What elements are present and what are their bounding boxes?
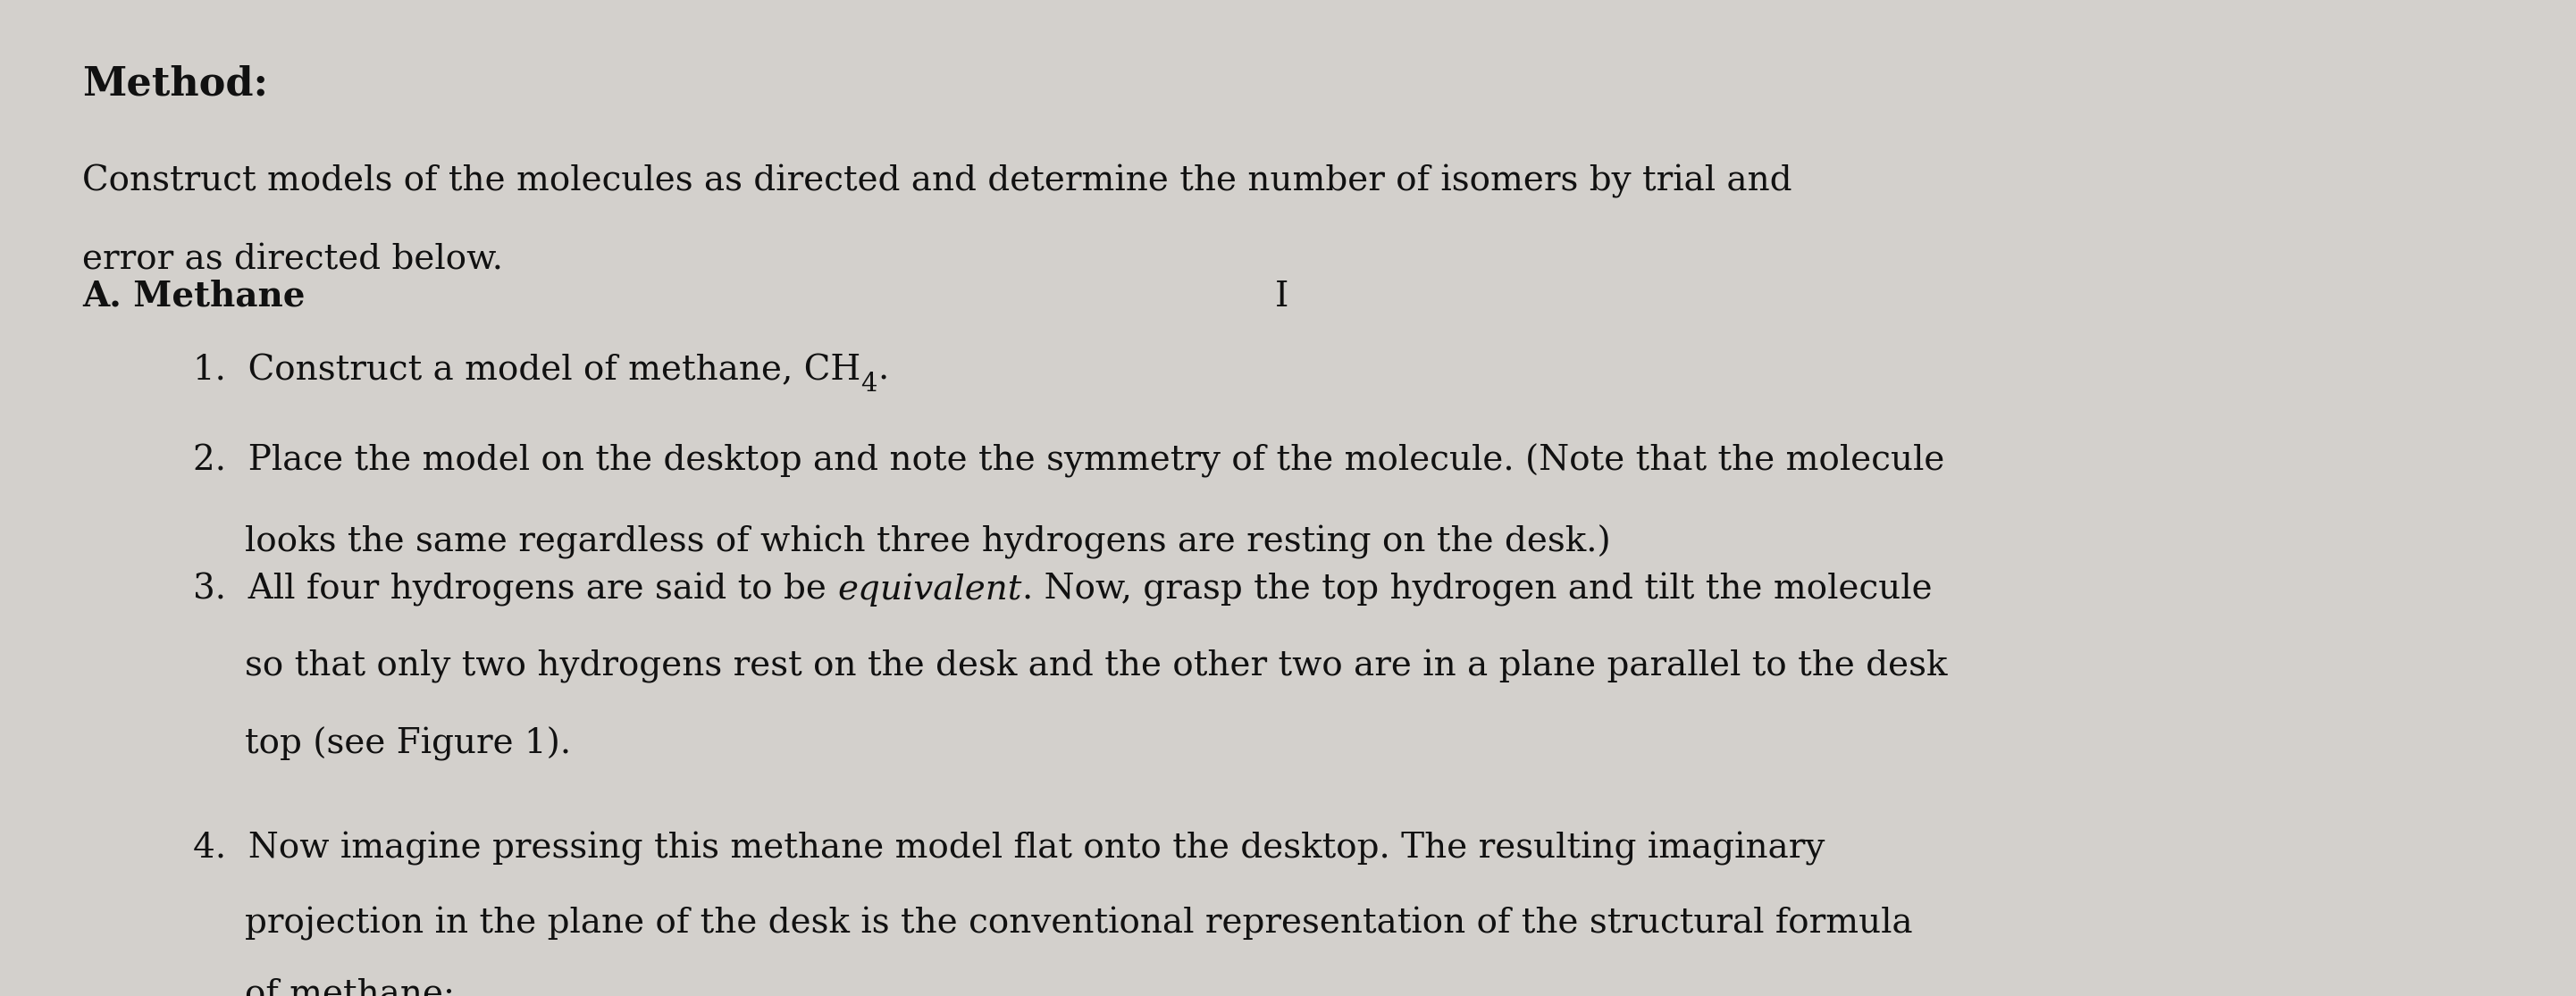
Text: .: . [878,354,889,386]
Text: . Now, grasp the top hydrogen and tilt the molecule: . Now, grasp the top hydrogen and tilt t… [1023,573,1932,607]
Text: 4.  Now imagine pressing this methane model flat onto the desktop. The resulting: 4. Now imagine pressing this methane mod… [193,832,1824,866]
Text: of methane:: of methane: [245,978,456,996]
Text: projection in the plane of the desk is the conventional representation of the st: projection in the plane of the desk is t… [245,906,1911,940]
Text: A. Methane: A. Methane [82,279,307,313]
Text: equivalent: equivalent [837,573,1023,607]
Text: Method:: Method: [82,65,268,104]
Text: top (see Figure 1).: top (see Figure 1). [245,727,572,761]
Text: error as directed below.: error as directed below. [82,244,502,277]
Text: 4: 4 [860,372,878,396]
Text: 1.  Construct a model of methane, CH: 1. Construct a model of methane, CH [193,354,860,386]
Text: looks the same regardless of which three hydrogens are resting on the desk.): looks the same regardless of which three… [245,525,1610,559]
Text: Construct models of the molecules as directed and determine the number of isomer: Construct models of the molecules as dir… [82,164,1793,198]
Text: so that only two hydrogens rest on the desk and the other two are in a plane par: so that only two hydrogens rest on the d… [245,649,1947,683]
Text: 4: 4 [860,372,878,396]
Text: I: I [1275,281,1288,314]
Text: 2.  Place the model on the desktop and note the symmetry of the molecule. (Note : 2. Place the model on the desktop and no… [193,443,1945,477]
Text: 3.  All four hydrogens are said to be: 3. All four hydrogens are said to be [193,573,837,607]
